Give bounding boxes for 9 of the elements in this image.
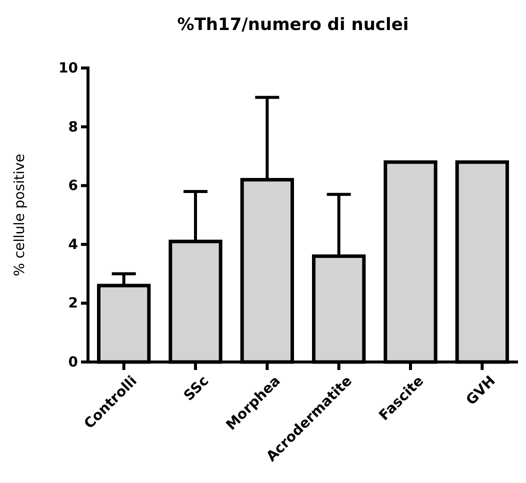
y-tick-label: 10: [58, 60, 78, 76]
y-tick-label: 6: [68, 178, 78, 194]
y-tick-label: 2: [68, 296, 78, 312]
y-axis-title: % cellule positive: [12, 154, 28, 276]
x-tick-label: SSc: [181, 373, 212, 404]
chart-title: %Th17/numero di nuclei: [177, 15, 409, 35]
y-tick-label: 0: [68, 354, 78, 370]
y-tick-label: 4: [68, 236, 78, 253]
y-tick-label: 8: [68, 119, 78, 136]
